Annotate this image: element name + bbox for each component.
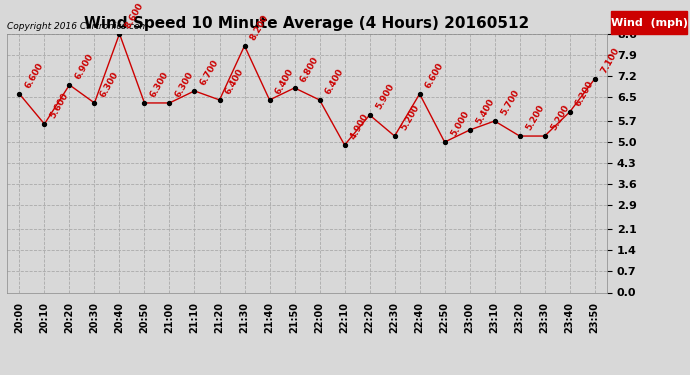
Point [114,31,125,37]
Text: 5.000: 5.000 [448,109,471,138]
Text: 6.300: 6.300 [99,70,121,99]
Point [439,139,450,145]
Text: 6.300: 6.300 [148,70,170,99]
Text: 6.600: 6.600 [23,61,46,90]
Point [289,85,300,91]
Point [489,118,500,124]
Text: 5.600: 5.600 [48,91,70,120]
Point [514,133,525,139]
Point [214,97,225,103]
Text: 6.200: 6.200 [574,79,595,108]
Text: 5.400: 5.400 [474,97,495,126]
Text: 5.900: 5.900 [374,82,395,111]
Text: 7.100: 7.100 [599,46,621,75]
Point [189,88,200,94]
Point [464,127,475,133]
Point [364,112,375,118]
Point [64,82,75,88]
Point [164,100,175,106]
Point [139,100,150,106]
Title: Wind Speed 10 Minute Average (4 Hours) 20160512: Wind Speed 10 Minute Average (4 Hours) 2… [84,16,530,31]
Point [314,97,325,103]
Text: Wind  (mph): Wind (mph) [611,18,689,27]
Point [564,109,575,115]
Text: 6.600: 6.600 [424,61,446,90]
Text: 6.400: 6.400 [224,67,246,96]
Point [589,76,600,82]
Text: 8.600: 8.600 [124,1,146,30]
Point [39,121,50,127]
Text: 4.900: 4.900 [348,112,371,141]
Text: 6.800: 6.800 [299,55,321,84]
Text: 8.200: 8.200 [248,13,270,42]
Point [14,91,25,97]
Point [389,133,400,139]
Point [339,142,350,148]
Text: 5.200: 5.200 [524,103,546,132]
Text: 6.300: 6.300 [174,70,195,99]
Text: 5.200: 5.200 [549,103,571,132]
Point [414,91,425,97]
Text: 6.400: 6.400 [274,67,295,96]
Point [264,97,275,103]
Text: Copyright 2016 Cartronics.com: Copyright 2016 Cartronics.com [7,22,148,31]
Point [539,133,550,139]
Text: 6.700: 6.700 [199,58,221,87]
Text: 6.400: 6.400 [324,67,346,96]
Text: 5.700: 5.700 [499,88,521,117]
Text: 5.200: 5.200 [399,103,421,132]
Point [89,100,100,106]
Text: 6.900: 6.900 [74,52,95,81]
Point [239,43,250,49]
